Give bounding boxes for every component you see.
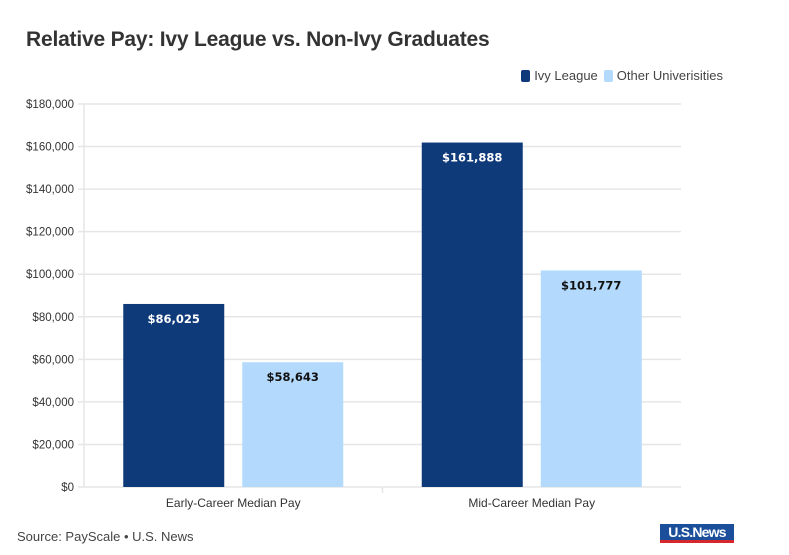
bar-ivy <box>123 303 225 487</box>
y-tick-label: $0 <box>61 482 74 494</box>
data-label: $101,777 <box>561 278 621 292</box>
logo-stripe <box>660 540 734 543</box>
y-tick-label: $120,000 <box>26 227 74 239</box>
y-tick-label: $100,000 <box>26 269 74 281</box>
y-tick-label: $40,000 <box>32 397 74 409</box>
bar-ivy <box>421 142 523 487</box>
data-label: $161,888 <box>442 151 502 165</box>
legend-item-other[interactable]: Other Univerisities <box>603 68 723 83</box>
y-tick-label: $180,000 <box>26 99 74 111</box>
y-tick-label: $140,000 <box>26 184 74 196</box>
legend-swatch-other <box>603 69 613 82</box>
x-tick-label: Early-Career Median Pay <box>166 496 301 510</box>
source-note: Source: PayScale • U.S. News <box>17 529 194 544</box>
legend-label-ivy: Ivy League <box>534 68 598 83</box>
legend: Ivy League Other Univerisities <box>515 68 723 83</box>
data-label: $86,025 <box>148 312 200 326</box>
legend-swatch-ivy <box>521 69 531 82</box>
logo-text: U.S.News <box>660 524 734 540</box>
legend-label-other: Other Univerisities <box>616 68 723 83</box>
bar-other <box>540 270 642 487</box>
y-tick-label: $60,000 <box>32 354 74 366</box>
x-tick-label: Mid-Career Median Pay <box>468 496 595 510</box>
usnews-logo: U.S.News <box>660 524 734 544</box>
y-tick-label: $80,000 <box>32 312 74 324</box>
legend-item-ivy[interactable]: Ivy League <box>521 68 598 83</box>
y-tick-label: $160,000 <box>26 142 74 154</box>
y-tick-label: $20,000 <box>32 439 74 451</box>
chart-title: Relative Pay: Ivy League vs. Non-Ivy Gra… <box>26 28 490 51</box>
bar-other <box>242 362 344 487</box>
data-label: $58,643 <box>267 370 319 384</box>
